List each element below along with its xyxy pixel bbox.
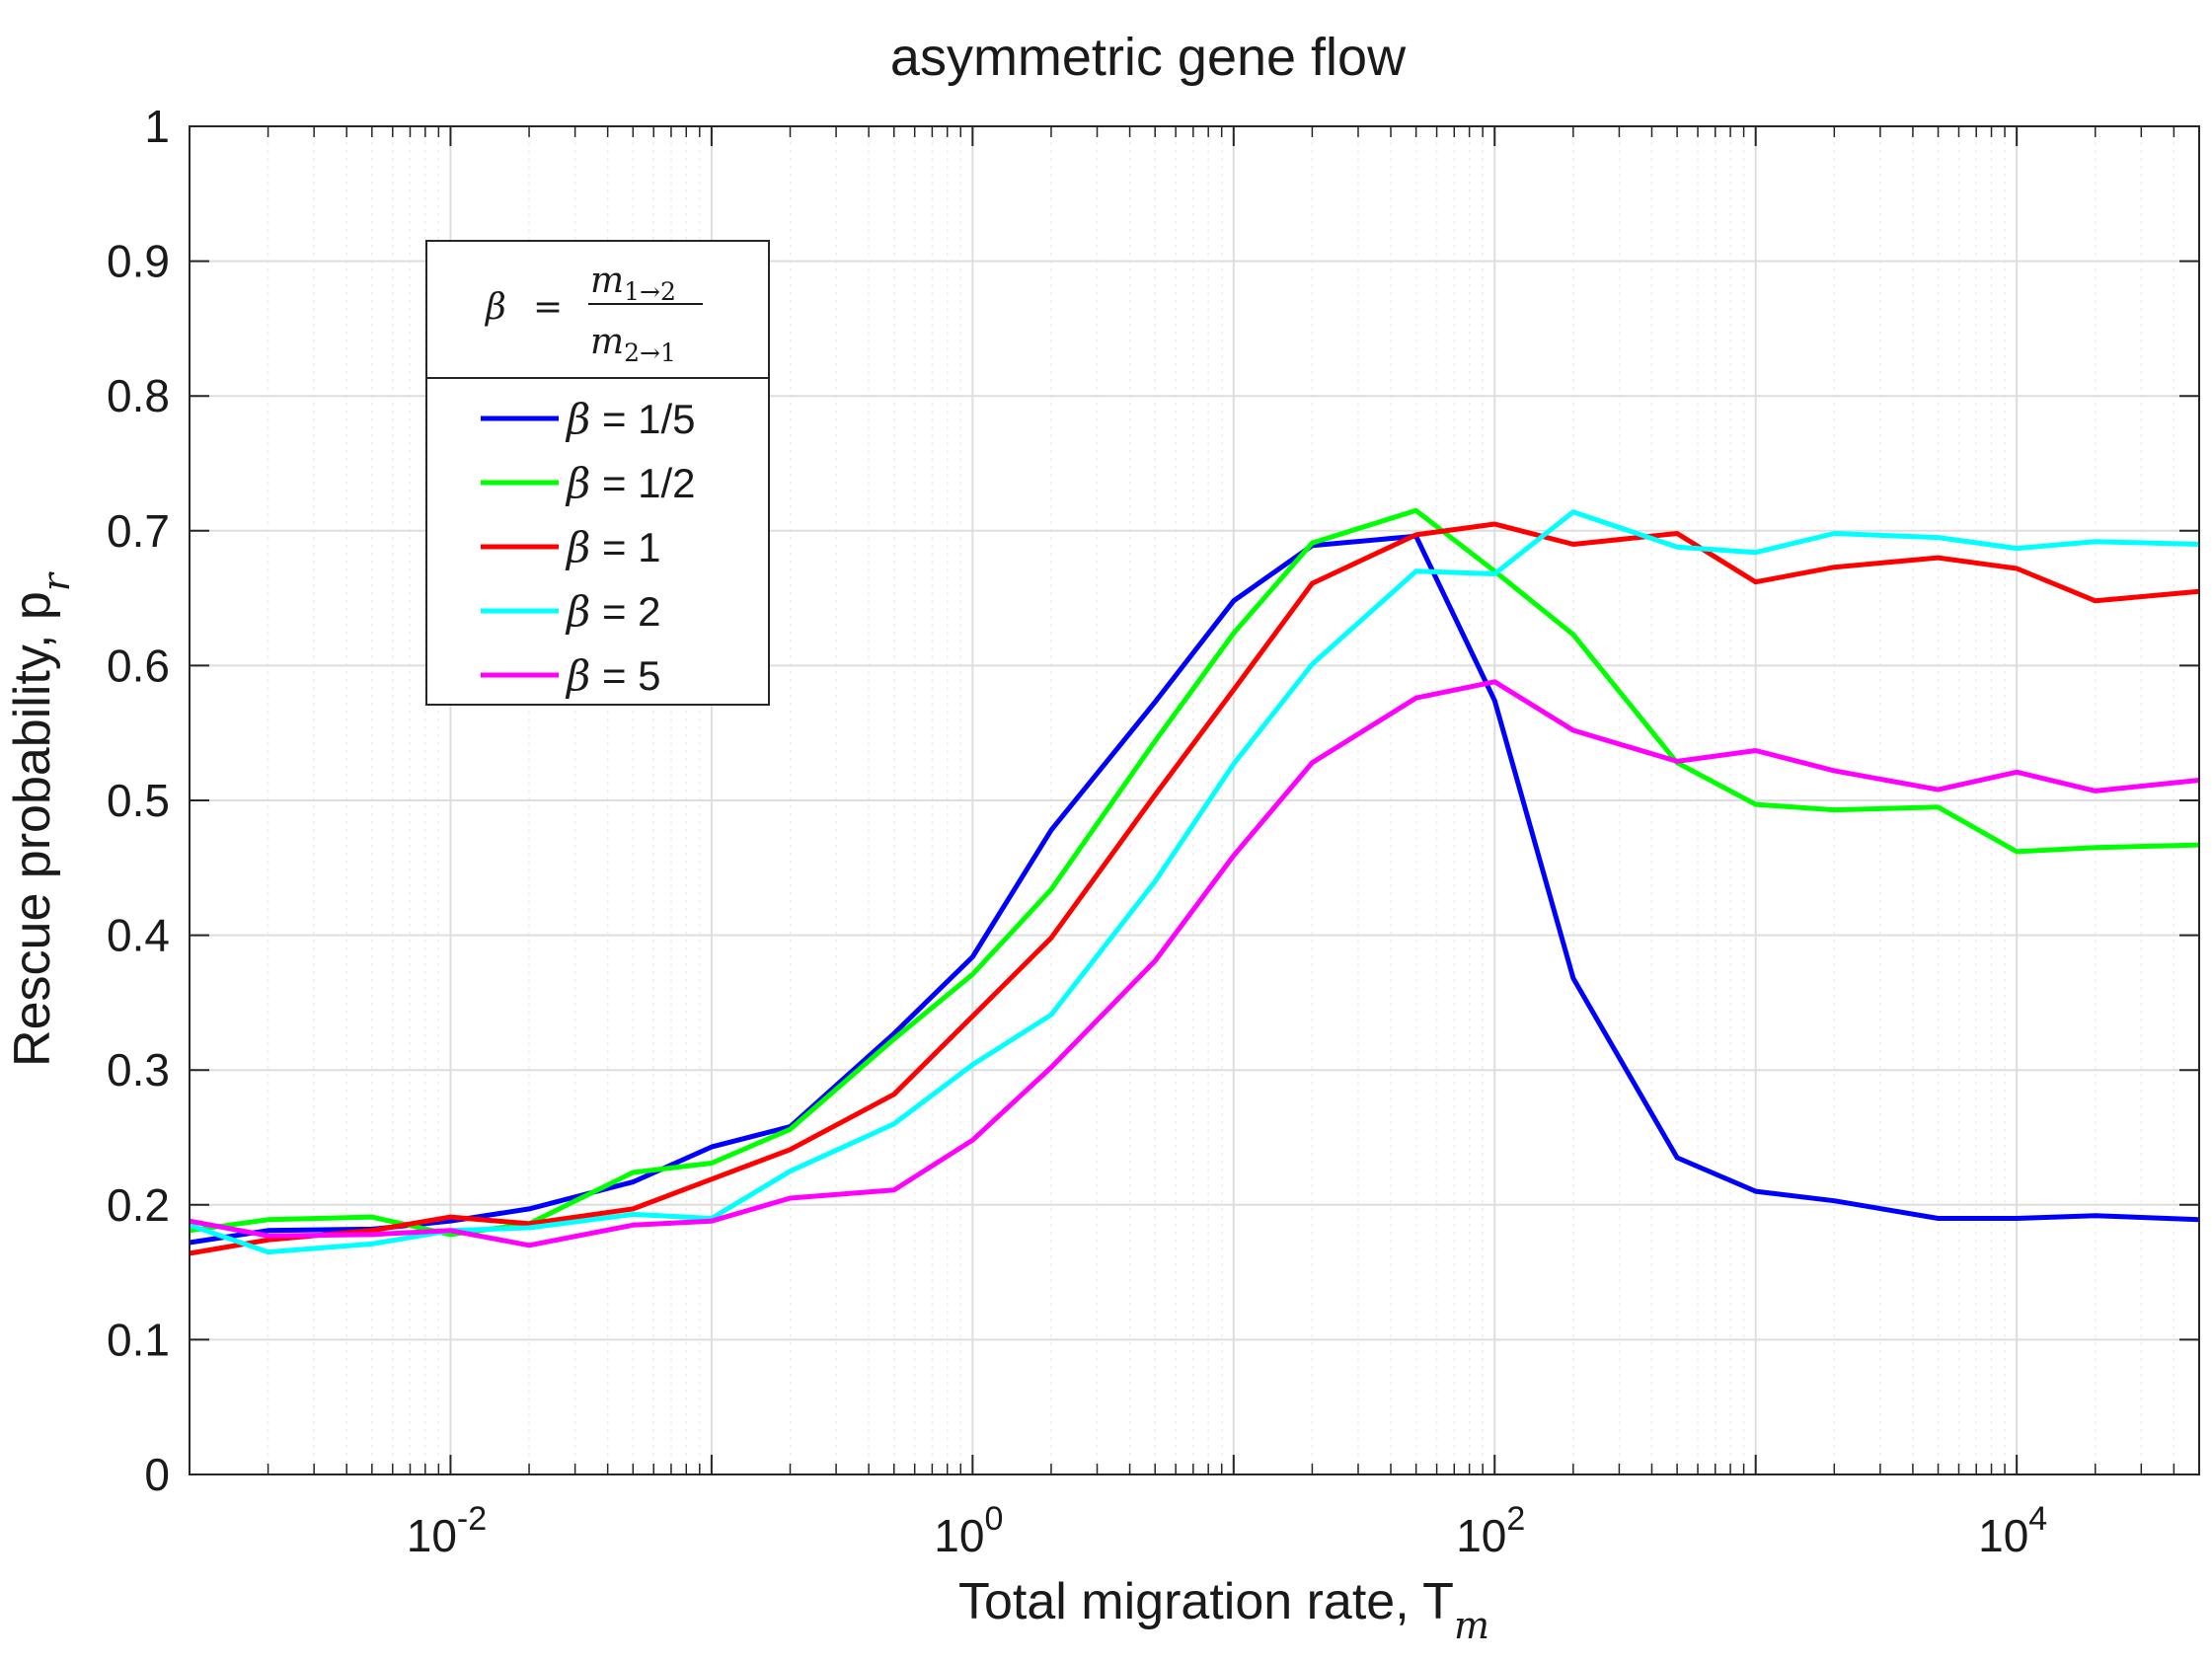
legend-box — [425, 240, 770, 706]
y-tick-label: 0.6 — [107, 640, 170, 691]
legend-label-value: = 1/2 — [590, 460, 695, 506]
y-tick-label: 0.2 — [107, 1179, 170, 1231]
legend-label-symbol: β — [565, 651, 590, 700]
x-tick-label-base: 10 — [1456, 1510, 1506, 1561]
x-tick-label: 10-2 — [407, 1500, 487, 1561]
legend-label-symbol: β — [565, 523, 590, 571]
legend-header-beta: β — [484, 287, 506, 328]
y-tick-label: 0.3 — [107, 1044, 170, 1095]
x-tick-label: 104 — [1978, 1500, 2047, 1561]
legend-label-value: = 1/5 — [590, 396, 695, 442]
y-tick-label: 0.4 — [107, 910, 170, 961]
x-tick-label-base: 10 — [407, 1510, 457, 1561]
y-axis-label-subscript: r — [35, 570, 78, 591]
x-tick-label-exponent: 4 — [2028, 1500, 2047, 1538]
legend-entry: β = 2 — [481, 587, 661, 636]
legend-label: β = 1/5 — [565, 395, 696, 443]
series-line — [189, 521, 2200, 1256]
x-tick-label-base: 10 — [1978, 1510, 2028, 1561]
series-line — [189, 509, 2200, 1255]
numerator-subscript: 1→2 — [624, 277, 676, 306]
legend-label-symbol: β — [565, 459, 590, 507]
legend: β = m1→2 m2→1 β = 1/5β = 1/2β = 1β = 2β … — [425, 240, 770, 706]
y-tick-label: 0.7 — [107, 505, 170, 557]
y-axis-tick-labels: 0 0.1 0.2 0.3 0.4 0.5 0.6 0.7 0.8 0.9 1 — [107, 101, 170, 1500]
x-tick-label-base: 10 — [934, 1510, 984, 1561]
legend-header-numerator: m1→2 — [590, 261, 676, 306]
legend-label: β = 1 — [565, 523, 661, 571]
x-tick-label-exponent: 2 — [1506, 1500, 1525, 1538]
legend-label-symbol: β — [565, 587, 590, 636]
x-axis-label: Total migration rate, Tm — [958, 1573, 1489, 1647]
series-line — [189, 533, 2200, 1246]
y-tick-label: 0.5 — [107, 775, 170, 826]
denominator-base: m — [590, 322, 624, 362]
x-axis-tick-labels: 10-2 100 102 104 — [407, 1500, 2047, 1561]
legend-label: β = 5 — [565, 651, 661, 700]
x-tick-label: 102 — [1456, 1500, 1525, 1561]
x-axis-label-subscript: m — [1454, 1604, 1489, 1647]
axis-ticks — [189, 125, 2200, 1475]
legend-label: β = 2 — [565, 587, 661, 636]
y-axis-label-base: Rescue probability, p — [4, 591, 61, 1067]
x-axis-label-base: Total migration rate, T — [958, 1573, 1454, 1630]
y-tick-label: 0.1 — [107, 1314, 170, 1365]
legend-label-symbol: β — [565, 395, 590, 443]
legend-label-value: = 5 — [590, 652, 660, 699]
legend-header-equals: = — [533, 287, 563, 328]
y-tick-label: 0.9 — [107, 236, 170, 287]
y-tick-label: 0.8 — [107, 370, 170, 421]
legend-label: β = 1/2 — [565, 459, 696, 507]
x-tick-label-exponent: 0 — [984, 1500, 1003, 1538]
legend-entry: β = 1/2 — [481, 459, 696, 507]
denominator-subscript: 2→1 — [624, 339, 676, 367]
y-tick-label: 1 — [144, 101, 170, 152]
legend-header-denominator: m2→1 — [590, 322, 676, 367]
y-axis-label: Rescue probability, pr — [4, 570, 78, 1067]
series-line — [189, 507, 2200, 1238]
legend-header-formula: β = m1→2 m2→1 — [484, 261, 703, 367]
series-layer — [189, 507, 2200, 1256]
legend-entry: β = 5 — [481, 651, 661, 700]
y-tick-label: 0 — [144, 1449, 170, 1500]
x-tick-label: 100 — [934, 1500, 1003, 1561]
numerator-base: m — [590, 261, 624, 301]
legend-label-value: = 1 — [590, 524, 660, 570]
legend-entry: β = 1/5 — [481, 395, 696, 443]
x-tick-label-exponent: -2 — [457, 1500, 487, 1538]
chart-title: asymmetric gene flow — [890, 28, 1407, 87]
legend-entry: β = 1 — [481, 523, 661, 571]
legend-entries: β = 1/5β = 1/2β = 1β = 2β = 5 — [481, 395, 696, 700]
series-line — [189, 679, 2200, 1248]
legend-label-value: = 2 — [590, 588, 660, 635]
